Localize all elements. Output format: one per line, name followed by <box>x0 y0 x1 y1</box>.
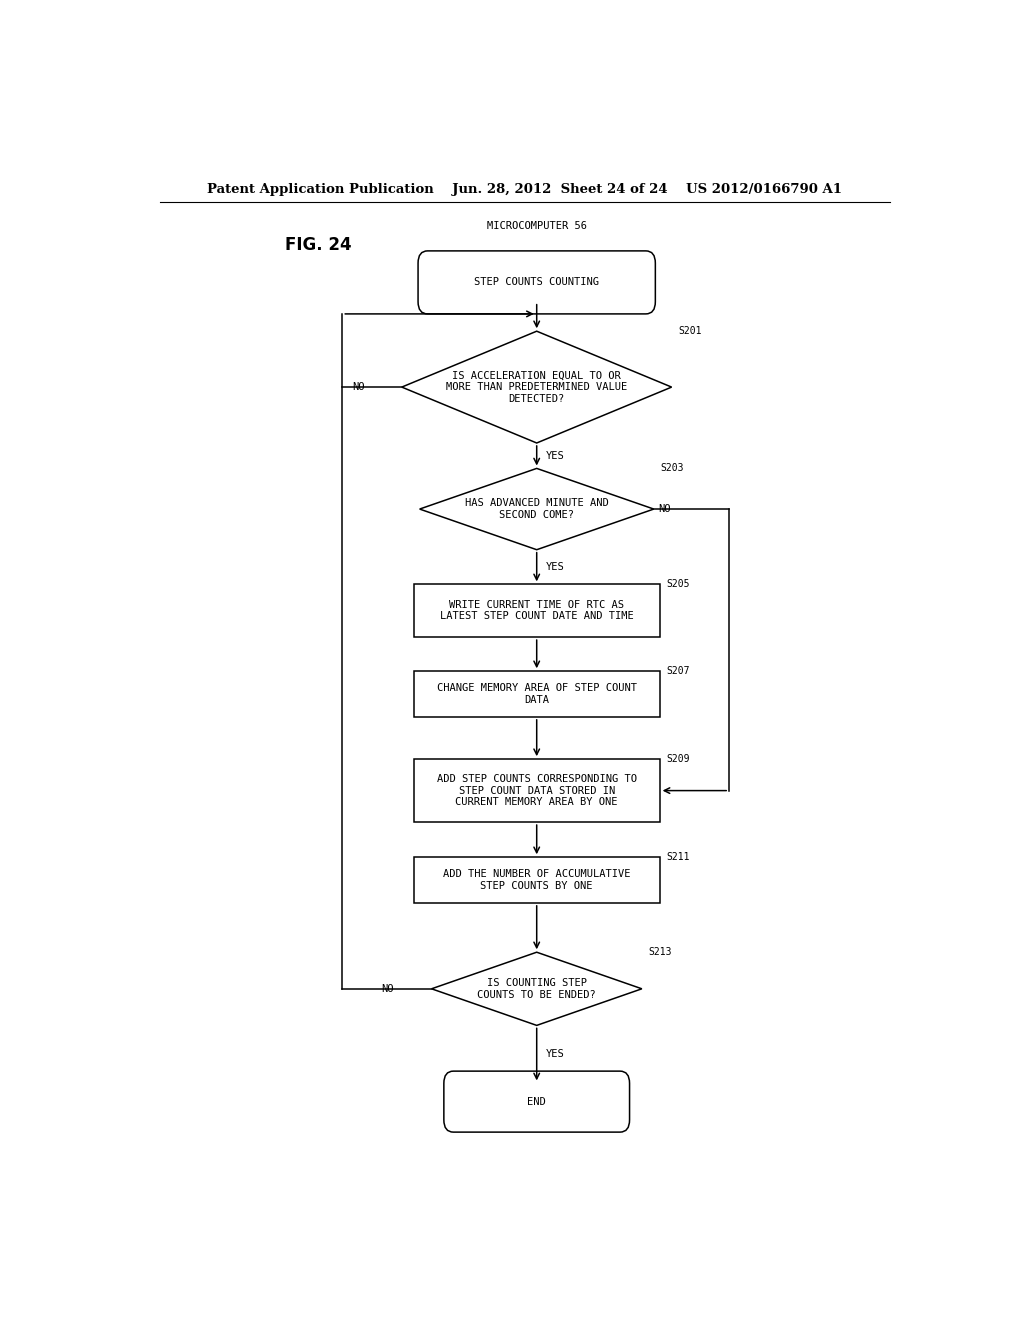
Text: FIG. 24: FIG. 24 <box>285 236 352 253</box>
Text: Patent Application Publication    Jun. 28, 2012  Sheet 24 of 24    US 2012/01667: Patent Application Publication Jun. 28, … <box>207 183 843 197</box>
Polygon shape <box>401 331 672 444</box>
Text: S205: S205 <box>666 579 689 589</box>
Text: S211: S211 <box>666 853 689 862</box>
Text: CHANGE MEMORY AREA OF STEP COUNT
DATA: CHANGE MEMORY AREA OF STEP COUNT DATA <box>436 684 637 705</box>
Polygon shape <box>420 469 653 549</box>
FancyBboxPatch shape <box>443 1071 630 1133</box>
Text: YES: YES <box>546 450 565 461</box>
Text: ADD STEP COUNTS CORRESPONDING TO
STEP COUNT DATA STORED IN
CURRENT MEMORY AREA B: ADD STEP COUNTS CORRESPONDING TO STEP CO… <box>436 774 637 808</box>
Text: MICROCOMPUTER 56: MICROCOMPUTER 56 <box>486 222 587 231</box>
Bar <box>414 857 659 903</box>
Text: IS ACCELERATION EQUAL TO OR
MORE THAN PREDETERMINED VALUE
DETECTED?: IS ACCELERATION EQUAL TO OR MORE THAN PR… <box>446 371 628 404</box>
Text: S213: S213 <box>648 948 672 957</box>
Text: HAS ADVANCED MINUTE AND
SECOND COME?: HAS ADVANCED MINUTE AND SECOND COME? <box>465 498 608 520</box>
Bar <box>414 585 659 638</box>
Bar <box>414 671 659 717</box>
Text: STEP COUNTS COUNTING: STEP COUNTS COUNTING <box>474 277 599 288</box>
Text: NO: NO <box>658 504 671 513</box>
Text: S203: S203 <box>660 463 684 474</box>
Text: YES: YES <box>546 562 565 572</box>
Text: WRITE CURRENT TIME OF RTC AS
LATEST STEP COUNT DATE AND TIME: WRITE CURRENT TIME OF RTC AS LATEST STEP… <box>440 599 634 622</box>
Text: S201: S201 <box>678 326 701 337</box>
Polygon shape <box>431 952 642 1026</box>
Text: S209: S209 <box>666 754 689 764</box>
Bar <box>414 759 659 822</box>
Text: S207: S207 <box>666 667 689 676</box>
Text: YES: YES <box>546 1049 565 1060</box>
Text: ADD THE NUMBER OF ACCUMULATIVE
STEP COUNTS BY ONE: ADD THE NUMBER OF ACCUMULATIVE STEP COUN… <box>443 870 631 891</box>
Text: NO: NO <box>352 381 365 392</box>
FancyBboxPatch shape <box>418 251 655 314</box>
Text: IS COUNTING STEP
COUNTS TO BE ENDED?: IS COUNTING STEP COUNTS TO BE ENDED? <box>477 978 596 999</box>
Text: END: END <box>527 1097 546 1106</box>
Text: NO: NO <box>382 983 394 994</box>
